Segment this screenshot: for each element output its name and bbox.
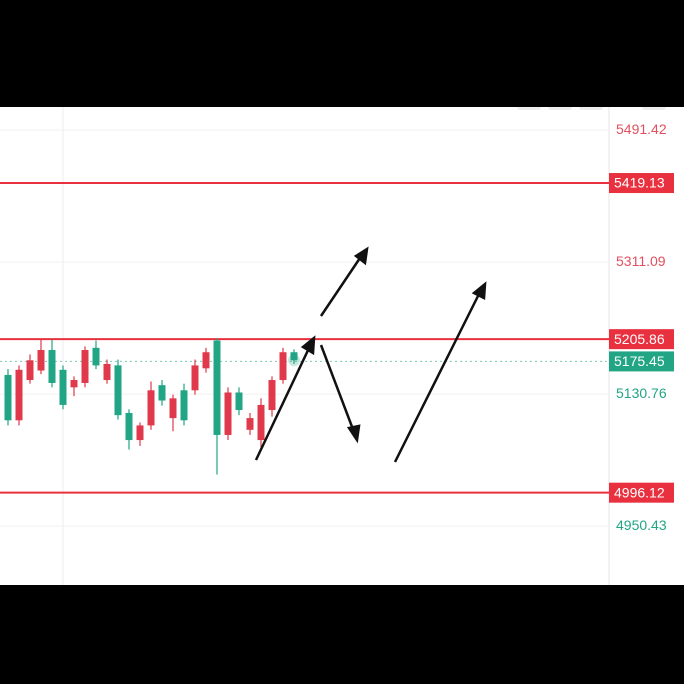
arrow bbox=[254, 345, 312, 461]
level-label: 4996.12 bbox=[614, 484, 665, 500]
candle-body bbox=[191, 365, 199, 391]
candle-body bbox=[125, 412, 133, 441]
candle-body bbox=[15, 369, 23, 421]
candle-body bbox=[235, 392, 243, 411]
y-tick-label: 5311.09 bbox=[616, 253, 666, 269]
y-tick-label: 4950.43 bbox=[616, 517, 667, 533]
arrow bbox=[319, 254, 364, 317]
candle-body bbox=[70, 380, 78, 388]
arrow bbox=[393, 291, 482, 463]
candle-body bbox=[136, 425, 144, 441]
top-bar bbox=[0, 0, 684, 107]
candle-body bbox=[48, 350, 56, 383]
arrow-head bbox=[471, 281, 487, 300]
candle-body bbox=[37, 350, 45, 371]
arrow-head bbox=[300, 335, 316, 356]
y-tick-label: 5130.76 bbox=[616, 385, 667, 401]
candle-body bbox=[224, 392, 232, 435]
plot: 5491.42 5311.09 5130.76 4950.43 5419.13 5205.… bbox=[0, 121, 674, 533]
candle-body bbox=[59, 369, 67, 405]
candle-body bbox=[103, 363, 111, 381]
annotation-arrows bbox=[254, 246, 487, 463]
candle-body bbox=[213, 340, 221, 435]
level-label-box bbox=[609, 482, 674, 503]
level-label: 5205.86 bbox=[614, 331, 665, 347]
level-label: 5419.13 bbox=[614, 175, 665, 191]
candle-body bbox=[257, 404, 265, 441]
candle-body bbox=[114, 365, 122, 416]
arrow bbox=[319, 344, 356, 433]
candle-body bbox=[147, 390, 155, 426]
last-price-box bbox=[609, 351, 674, 372]
candle-body bbox=[26, 360, 34, 381]
last-price-label: 5175.45 bbox=[614, 353, 665, 369]
bottom-bar bbox=[0, 585, 684, 684]
candle-body bbox=[246, 418, 254, 430]
candle-body bbox=[279, 352, 287, 381]
candle-body bbox=[169, 398, 177, 419]
candle-body bbox=[180, 390, 188, 421]
candle-body bbox=[202, 352, 210, 369]
arrow-head bbox=[353, 246, 369, 266]
live-dot bbox=[288, 354, 300, 367]
candle-body bbox=[290, 352, 298, 361]
chart-background bbox=[0, 107, 684, 585]
arrow-head bbox=[346, 424, 361, 444]
candle-body bbox=[268, 380, 276, 411]
level-label-box bbox=[609, 329, 674, 350]
candle-body bbox=[92, 347, 100, 366]
candle-body bbox=[4, 374, 12, 421]
y-tick-label: 5491.42 bbox=[616, 121, 667, 137]
candle-body bbox=[158, 385, 166, 401]
candle-body bbox=[81, 350, 89, 383]
level-label-box bbox=[609, 173, 674, 194]
